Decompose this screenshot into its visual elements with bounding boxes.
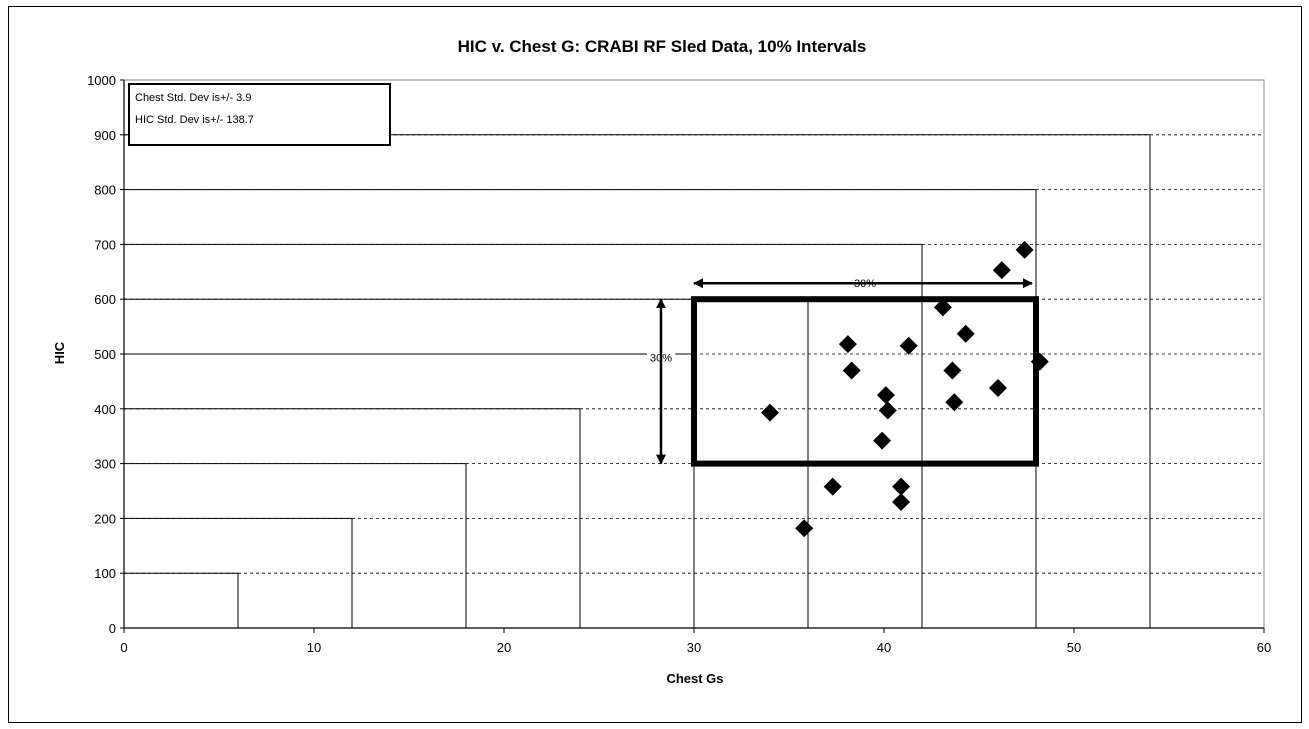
data-point [873,431,892,450]
x-tick-label: 60 [1257,640,1271,655]
x-axis-title: Chest Gs [666,671,723,686]
stats-box-frame [128,83,391,146]
y-tick-label: 400 [94,402,116,417]
data-point [1030,352,1049,371]
data-point [842,361,861,380]
highlight-box [691,296,1039,467]
data-point [933,298,952,317]
data-point [795,519,814,538]
y-tick-label: 700 [94,237,116,252]
data-point [1015,240,1034,259]
data-point [943,361,962,380]
chart-title: HIC v. Chest G: CRABI RF Sled Data, 10% … [458,37,867,56]
data-point [876,386,895,405]
annotations: 30% 30% [646,277,1033,465]
y-tick-label: 600 [94,292,116,307]
x-tick-label: 10 [307,640,321,655]
x-tick-label: 50 [1067,640,1081,655]
y-tick-label: 900 [94,128,116,143]
y-tick-label: 500 [94,347,116,362]
x-tick-label: 0 [120,640,127,655]
x-tick-label: 40 [877,640,891,655]
y-tick-label: 1000 [87,73,116,88]
highlight-box-group [691,296,1039,467]
data-point [823,477,842,496]
y-axis-title: HIC [52,341,67,364]
x-tick-label: 20 [497,640,511,655]
y-tick-label: 200 [94,511,116,526]
data-point [989,378,1007,397]
data-point [899,336,918,355]
x-tick-label: 30 [687,640,701,655]
y-tick-label: 100 [94,566,116,581]
hic-std-dev-text: HIC Std. Dev is+/- 138.7 [135,114,254,126]
data-point [761,403,779,422]
data-point [892,492,911,511]
data-point [945,393,964,412]
stats-box: Chest Std. Dev is+/- 3.9 HIC Std. Dev is… [128,83,391,146]
data-point [892,477,911,496]
x-tick-labels: 0 10 20 30 40 50 60 [120,627,1271,655]
data-point [956,324,975,343]
data-point [992,261,1011,280]
y-tick-label: 0 [109,621,116,636]
y-tick-labels: 0 100 200 300 400 500 600 700 800 900 1000 [87,73,125,636]
chest-std-dev-text: Chest Std. Dev is+/- 3.9 [135,92,251,104]
data-point [878,401,897,420]
y-tick-label: 300 [94,457,116,472]
data-points [761,240,1049,538]
y-tick-label: 800 [94,183,116,198]
data-point [838,335,857,354]
